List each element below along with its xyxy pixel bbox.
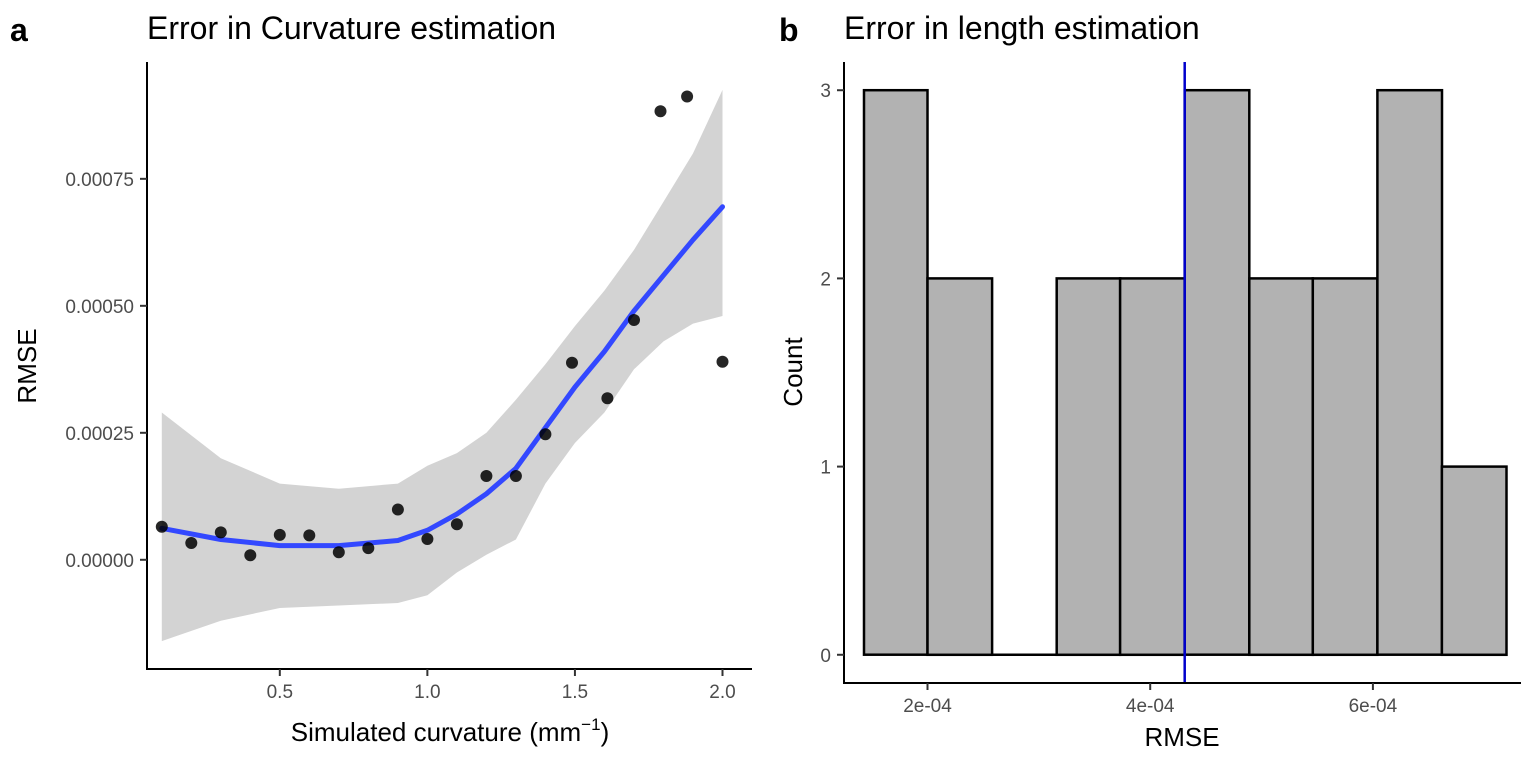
b-histogram-bar — [1248, 277, 1315, 657]
b-x-tick-label: 2e-04 — [903, 696, 952, 717]
a-data-point — [566, 356, 578, 369]
a-y-tick-label: 0.00050 — [65, 297, 134, 318]
b-x-ticks: 2e-04 4e-04 6e-04 — [903, 683, 1398, 717]
panel-a-title: Error in Curvature estimation — [147, 10, 556, 46]
a-x-ticks: 0.5 1.0 1.5 2.0 — [267, 669, 736, 703]
a-data-point — [155, 520, 168, 533]
b-x-tick-label: 6e-04 — [1349, 696, 1398, 717]
a-x-tick-label: 1.0 — [414, 682, 440, 703]
panel-a: a Error in Curvature estimation 0.5 1.0 1.… — [10, 10, 752, 747]
b-histogram-bar — [1311, 277, 1379, 657]
a-data-point — [332, 546, 345, 559]
a-data-point — [509, 470, 522, 482]
a-data-point — [539, 428, 552, 441]
b-x-tick-label: 4e-04 — [1126, 696, 1175, 717]
a-y-tick-label: 0.00075 — [65, 170, 134, 191]
b-y-axis-title: Count — [778, 337, 808, 407]
panel-b: b Error in length estimation 2e-04 4e-04 6… — [778, 10, 1521, 752]
a-confidence-ribbon — [161, 89, 723, 642]
b-histogram-bar — [1440, 465, 1508, 657]
b-histogram-bar — [926, 277, 994, 657]
a-x-tick-label: 0.5 — [267, 682, 293, 703]
a-data-point — [244, 549, 257, 562]
a-data-point — [450, 518, 463, 531]
a-data-point — [303, 529, 316, 542]
a-x-tick-label: 1.5 — [562, 682, 588, 703]
a-data-point — [391, 503, 404, 516]
a-smooth-line — [159, 204, 725, 549]
b-y-tick-label: 0 — [820, 646, 831, 667]
b-histogram-bar — [1055, 277, 1122, 657]
a-x-tick-label: 2.0 — [709, 682, 735, 703]
a-data-point — [654, 105, 667, 118]
b-histogram-bar — [1118, 277, 1186, 657]
a-data-point — [601, 392, 614, 405]
a-data-point — [628, 314, 640, 326]
a-points-layer — [155, 90, 729, 562]
b-y-tick-label: 1 — [820, 458, 831, 479]
b-histogram-bars — [862, 88, 1508, 657]
a-smooth-line-layer — [159, 204, 725, 549]
a-y-tick-label: 0.00025 — [65, 424, 134, 445]
a-x-axis-title: Simulated curvature (mm−1) — [291, 715, 609, 747]
b-histogram-bar — [1183, 88, 1251, 656]
b-y-tick-label: 2 — [820, 269, 831, 290]
panel-b-title: Error in length estimation — [844, 10, 1200, 46]
a-data-point — [681, 90, 694, 103]
b-histogram-bar — [1376, 88, 1444, 656]
a-ribbon-area — [161, 89, 723, 642]
a-data-point — [273, 528, 286, 541]
a-data-point — [480, 470, 493, 482]
panel-a-letter: a — [10, 12, 28, 48]
b-histogram-bar — [862, 88, 929, 656]
b-y-ticks: 0 1 2 3 — [820, 81, 844, 667]
a-y-axis-title: RMSE — [12, 328, 42, 403]
a-data-point — [185, 537, 198, 549]
b-y-tick-label: 3 — [820, 81, 831, 102]
panel-b-letter: b — [779, 12, 799, 48]
a-data-point — [716, 355, 729, 368]
b-x-axis-title: RMSE — [1144, 722, 1219, 752]
a-y-tick-label: 0.00000 — [65, 551, 134, 572]
a-y-ticks: 0.00000 0.00025 0.00050 0.00075 — [65, 170, 147, 572]
a-data-point — [214, 526, 227, 539]
a-data-point — [362, 542, 375, 555]
a-data-point — [421, 533, 434, 545]
